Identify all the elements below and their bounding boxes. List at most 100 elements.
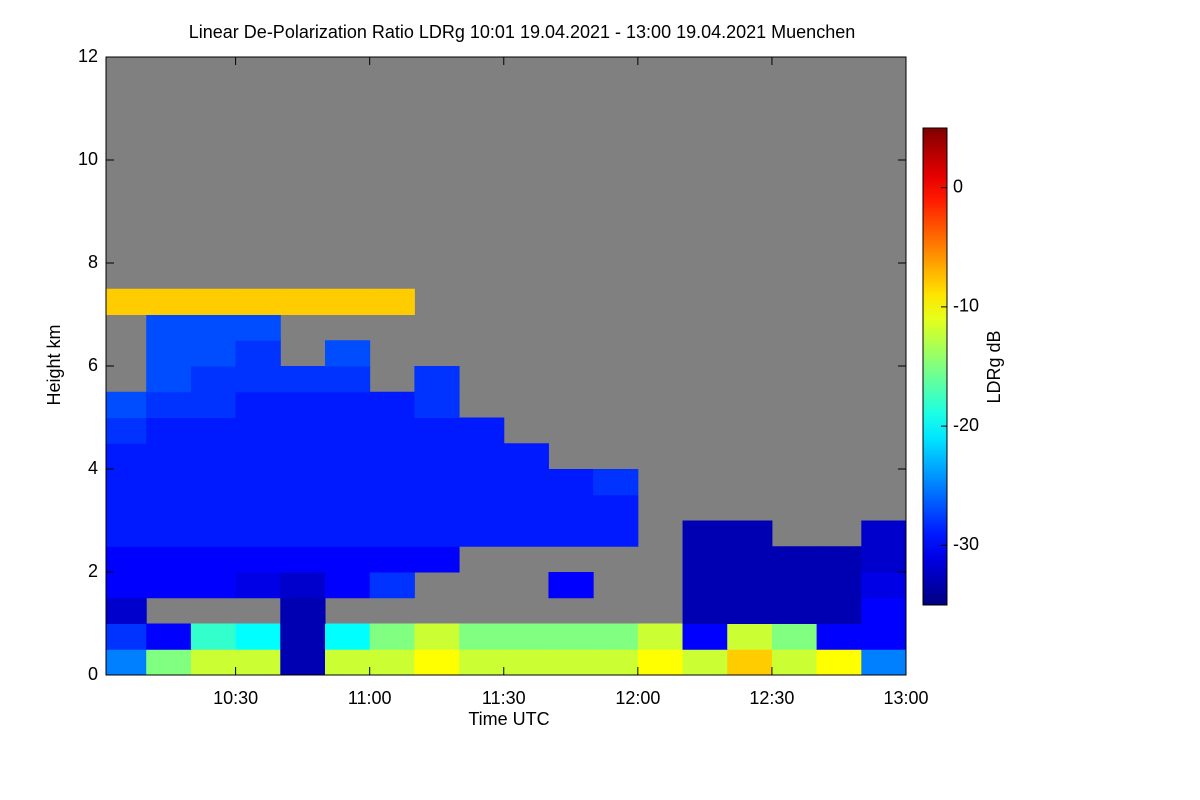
heat-cell bbox=[324, 520, 371, 547]
heat-cell bbox=[146, 443, 192, 470]
heat-cell bbox=[727, 520, 773, 547]
chart-title: Linear De-Polarization Ratio LDRg 10:01 … bbox=[189, 22, 855, 42]
x-tick-label: 13:00 bbox=[883, 688, 928, 708]
heat-cell bbox=[727, 623, 773, 650]
heat-cell bbox=[682, 597, 728, 624]
heat-cell bbox=[280, 649, 326, 676]
heat-cell bbox=[369, 443, 415, 470]
heat-cell bbox=[106, 494, 147, 521]
heat-cell bbox=[235, 443, 281, 470]
heat-cell bbox=[106, 288, 147, 315]
y-tick-label: 0 bbox=[88, 664, 98, 684]
colorbar-tick-label: -30 bbox=[953, 534, 979, 554]
heat-cell bbox=[146, 469, 192, 496]
colorbar-tick-label: -20 bbox=[953, 415, 979, 435]
heat-cell bbox=[280, 417, 326, 444]
heat-cell bbox=[190, 288, 237, 315]
heat-cell bbox=[771, 546, 818, 573]
heat-cell bbox=[414, 546, 460, 573]
heat-cell bbox=[816, 597, 862, 624]
heat-cell bbox=[190, 391, 237, 418]
heat-cell bbox=[190, 649, 237, 676]
heat-cell bbox=[369, 288, 415, 315]
colorbar-tick-label: 0 bbox=[953, 176, 963, 196]
heat-cell bbox=[146, 572, 192, 599]
heat-cell bbox=[414, 417, 460, 444]
heat-cell bbox=[280, 469, 326, 496]
heat-cell bbox=[682, 572, 728, 599]
heat-cell bbox=[548, 469, 594, 496]
heat-cell bbox=[324, 443, 371, 470]
heat-cell bbox=[106, 597, 147, 624]
heat-cell bbox=[861, 520, 907, 547]
heat-cell bbox=[459, 520, 505, 547]
heat-cell bbox=[106, 623, 147, 650]
heat-cell bbox=[190, 314, 237, 341]
heat-cell bbox=[816, 623, 862, 650]
heat-cell bbox=[324, 572, 371, 599]
heat-cell bbox=[190, 366, 237, 393]
heat-cell bbox=[190, 623, 237, 650]
heat-cell bbox=[106, 572, 147, 599]
heat-cell bbox=[280, 443, 326, 470]
heat-cell bbox=[593, 649, 639, 676]
heat-cell bbox=[106, 546, 147, 573]
heat-cell bbox=[280, 623, 326, 650]
heat-cell bbox=[235, 572, 281, 599]
heat-cell bbox=[324, 623, 371, 650]
heat-cell bbox=[861, 572, 907, 599]
heat-cell bbox=[682, 520, 728, 547]
colorbar bbox=[922, 127, 948, 606]
heat-cell bbox=[682, 623, 728, 650]
x-tick-label: 12:00 bbox=[615, 688, 660, 708]
heat-cell bbox=[414, 469, 460, 496]
colorbar-tick-label: -10 bbox=[953, 296, 979, 316]
heat-cell bbox=[682, 546, 728, 573]
heat-cell bbox=[548, 494, 594, 521]
x-tick-label: 10:30 bbox=[213, 688, 258, 708]
heat-cell bbox=[146, 314, 192, 341]
heat-cell bbox=[414, 649, 460, 676]
heat-cell bbox=[190, 443, 237, 470]
heat-cell bbox=[235, 314, 281, 341]
heat-cell bbox=[280, 597, 326, 624]
heat-cell bbox=[369, 417, 415, 444]
heat-cell bbox=[816, 546, 862, 573]
heat-cell bbox=[190, 469, 237, 496]
heat-cell bbox=[106, 443, 147, 470]
x-tick-label: 12:30 bbox=[749, 688, 794, 708]
heat-cell bbox=[369, 649, 415, 676]
y-tick-label: 10 bbox=[78, 149, 98, 169]
heat-cell bbox=[459, 417, 505, 444]
heat-cell bbox=[280, 366, 326, 393]
heat-cell bbox=[146, 494, 192, 521]
y-tick-label: 2 bbox=[88, 561, 98, 581]
heat-cell bbox=[369, 546, 415, 573]
heat-cell bbox=[280, 494, 326, 521]
heat-cell bbox=[548, 572, 594, 599]
heat-cell bbox=[369, 520, 415, 547]
heat-cell bbox=[727, 546, 773, 573]
heat-cell bbox=[190, 494, 237, 521]
heat-cell bbox=[190, 546, 237, 573]
heat-cell bbox=[369, 572, 415, 599]
heat-cell bbox=[771, 597, 818, 624]
heat-cell bbox=[593, 623, 639, 650]
heat-cell bbox=[503, 469, 549, 496]
heat-cell bbox=[235, 546, 281, 573]
heat-cell bbox=[414, 623, 460, 650]
heat-cell bbox=[503, 494, 549, 521]
heat-cell bbox=[771, 572, 818, 599]
heat-cell bbox=[235, 494, 281, 521]
y-tick-label: 6 bbox=[88, 355, 98, 375]
heat-cell bbox=[593, 469, 639, 496]
heat-cell bbox=[548, 520, 594, 547]
heat-cell bbox=[369, 469, 415, 496]
heat-cell bbox=[106, 469, 147, 496]
heat-cell bbox=[727, 597, 773, 624]
heat-cell bbox=[146, 366, 192, 393]
heat-cell bbox=[235, 417, 281, 444]
heat-cell bbox=[146, 417, 192, 444]
heat-cell bbox=[324, 391, 371, 418]
